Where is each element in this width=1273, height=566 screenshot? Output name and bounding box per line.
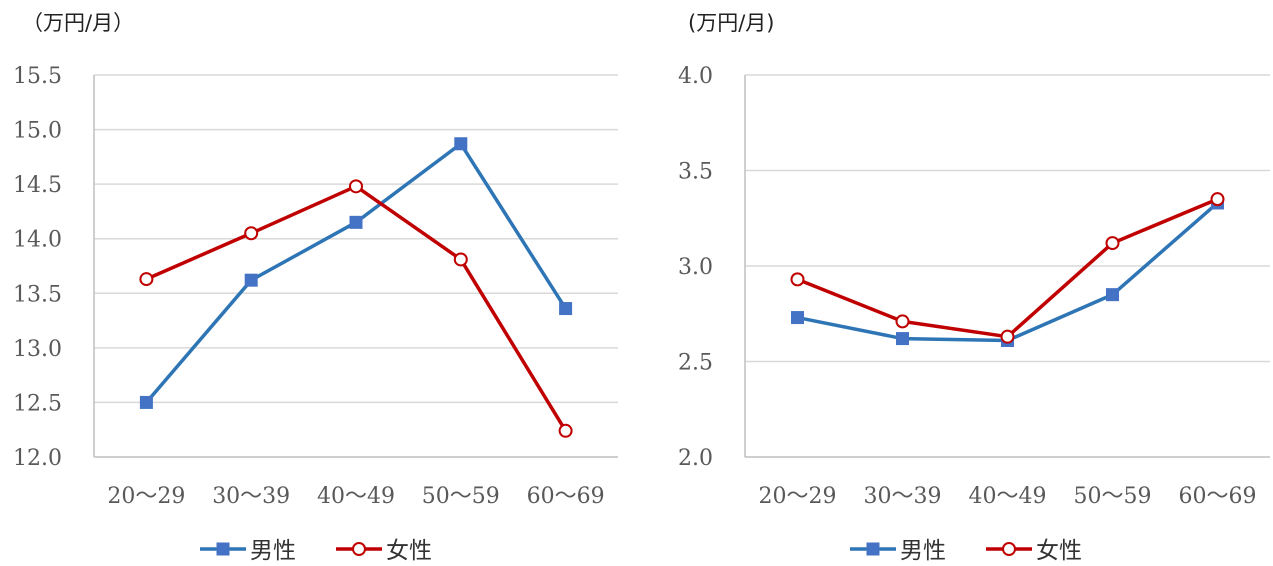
left-y-tick-label: 15.5 — [13, 64, 62, 89]
left-female-point — [349, 179, 363, 194]
right-legend-label: 男性 — [900, 538, 946, 564]
left-male-point — [559, 302, 573, 316]
left-female-point — [558, 423, 573, 438]
right-x-tick-label: 60〜69 — [1179, 484, 1257, 509]
right-x-tick-label: 40〜49 — [969, 484, 1047, 509]
left-legend-label: 男性 — [250, 538, 296, 564]
right-male-point — [1106, 288, 1119, 302]
left-y-tick-label: 14.5 — [13, 173, 62, 198]
left-y-tick-label: 15.0 — [13, 119, 62, 144]
right-female-point — [895, 314, 910, 329]
left-male-point — [244, 273, 258, 287]
right-x-tick-label: 50〜59 — [1074, 484, 1152, 509]
left-female-point — [453, 252, 468, 267]
left-legend-marker — [216, 542, 230, 556]
left-x-tick-label: 40〜49 — [317, 484, 395, 509]
right-unit-label: (万円/月) — [688, 11, 774, 35]
right-female-point — [1000, 329, 1015, 344]
left-legend-label: 女性 — [386, 538, 432, 564]
left-x-tick-label: 50〜59 — [422, 484, 500, 509]
left-chart: （万円/月） 12.0 12.5 13.0 13.5 14.0 14.5 15.0 15.5 2… — [13, 11, 618, 564]
right-x-tick-label: 20〜29 — [759, 484, 837, 509]
left-female-point — [139, 272, 154, 287]
left-y-tick-label: 12.0 — [13, 446, 62, 471]
right-x-tick-label: 30〜39 — [864, 484, 942, 509]
right-legend-marker — [1002, 542, 1016, 556]
left-male-point — [139, 395, 153, 409]
right-male-point — [896, 332, 909, 346]
left-x-tick-label: 30〜39 — [212, 484, 290, 509]
right-legend-marker — [866, 542, 880, 556]
left-y-tick-label: 14.0 — [13, 228, 62, 253]
left-x-tick-label: 60〜69 — [527, 484, 605, 509]
right-series-line-female — [796, 197, 1219, 339]
left-y-tick-label: 13.0 — [13, 337, 62, 362]
right-chart: (万円/月) 2.0 2.5 3.0 3.5 4.0 20〜29 30〜39 40〜49 50〜… — [678, 11, 1270, 564]
right-male-point — [791, 311, 804, 325]
right-y-tick-label: 3.0 — [678, 255, 713, 280]
left-legend-marker — [352, 542, 366, 556]
left-y-tick-label: 13.5 — [13, 282, 62, 307]
right-female-point — [790, 272, 805, 287]
left-female-point — [244, 226, 259, 241]
left-unit-label: （万円/月） — [22, 11, 134, 35]
left-male-point — [349, 215, 363, 229]
right-y-tick-label: 3.5 — [678, 160, 713, 185]
left-male-point — [454, 137, 468, 151]
right-legend-label: 女性 — [1036, 538, 1082, 564]
right-y-tick-label: 2.0 — [678, 446, 713, 471]
right-female-point — [1210, 192, 1225, 207]
left-y-tick-label: 12.5 — [13, 391, 62, 416]
right-y-tick-label: 2.5 — [678, 351, 713, 376]
left-x-tick-label: 20〜29 — [107, 484, 185, 509]
right-female-point — [1105, 236, 1120, 251]
right-series-line-male — [797, 201, 1219, 343]
right-y-tick-label: 4.0 — [678, 64, 713, 89]
